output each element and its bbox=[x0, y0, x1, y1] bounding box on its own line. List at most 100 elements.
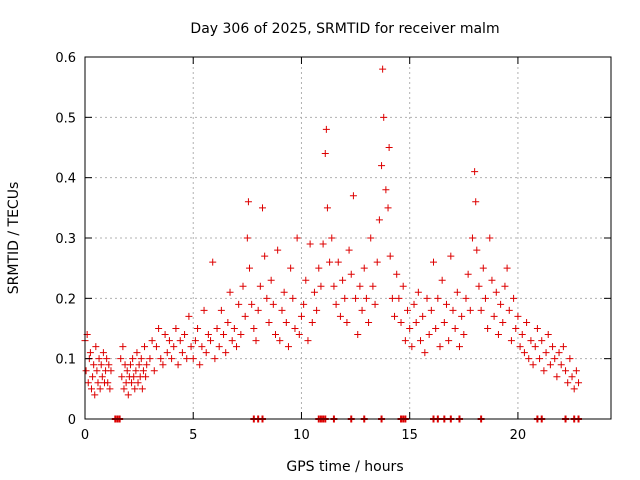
data-point bbox=[152, 343, 160, 351]
data-point bbox=[385, 144, 393, 151]
data-point bbox=[412, 318, 420, 326]
data-point bbox=[540, 367, 548, 375]
data-point bbox=[533, 325, 541, 332]
data-point bbox=[559, 343, 567, 351]
data-point bbox=[417, 337, 425, 345]
data-point bbox=[369, 282, 377, 290]
data-point bbox=[120, 385, 128, 393]
data-point bbox=[575, 379, 583, 387]
data-point bbox=[328, 234, 336, 242]
data-point bbox=[246, 264, 254, 272]
data-point bbox=[434, 294, 442, 302]
data-point bbox=[168, 355, 176, 363]
data-point bbox=[475, 282, 483, 290]
data-point bbox=[87, 385, 95, 393]
x-tick-label: 20 bbox=[510, 428, 527, 443]
data-point bbox=[107, 367, 115, 375]
data-point bbox=[473, 246, 481, 254]
data-point bbox=[497, 300, 505, 308]
data-point bbox=[490, 312, 498, 320]
data-point bbox=[382, 186, 390, 194]
data-point bbox=[408, 343, 416, 351]
y-axis-label: SRMTID / TECUs bbox=[6, 182, 22, 295]
data-point bbox=[486, 234, 494, 242]
data-point bbox=[174, 361, 182, 369]
data-point bbox=[289, 294, 297, 302]
x-tick-labels: 0 5 10 15 20 bbox=[81, 428, 526, 443]
data-point bbox=[430, 258, 438, 266]
data-point bbox=[183, 355, 191, 363]
y-tick-label: 0.1 bbox=[55, 353, 76, 368]
data-point bbox=[393, 270, 401, 278]
data-point bbox=[217, 306, 225, 314]
data-point bbox=[161, 331, 169, 339]
data-point bbox=[157, 355, 165, 363]
y-tick-labels: 0 0.1 0.2 0.3 0.4 0.5 0.6 bbox=[55, 51, 76, 428]
data-point bbox=[380, 113, 388, 121]
data-point bbox=[117, 355, 125, 363]
data-point bbox=[549, 343, 557, 351]
data-point bbox=[137, 355, 145, 363]
data-point bbox=[440, 318, 448, 326]
data-point bbox=[274, 246, 282, 254]
data-point bbox=[213, 325, 221, 332]
data-point bbox=[276, 337, 284, 345]
data-point bbox=[96, 385, 104, 393]
data-point bbox=[384, 204, 392, 212]
data-point bbox=[209, 258, 217, 266]
data-point bbox=[544, 331, 552, 339]
data-point bbox=[123, 367, 131, 375]
data-point bbox=[308, 318, 316, 326]
data-point bbox=[334, 258, 342, 266]
data-point bbox=[282, 318, 290, 326]
data-point bbox=[233, 343, 241, 351]
data-point bbox=[460, 331, 468, 339]
data-point bbox=[341, 294, 349, 302]
data-point bbox=[471, 168, 479, 176]
data-point bbox=[468, 234, 476, 242]
data-point bbox=[185, 312, 193, 320]
data-point bbox=[458, 312, 466, 320]
data-point bbox=[258, 204, 266, 212]
data-point bbox=[105, 361, 113, 369]
data-point bbox=[139, 367, 147, 375]
data-point bbox=[132, 367, 140, 375]
data-point bbox=[499, 318, 507, 326]
data-point bbox=[176, 337, 184, 345]
data-point bbox=[536, 355, 544, 363]
data-point bbox=[265, 318, 273, 326]
data-point bbox=[404, 306, 412, 314]
data-point bbox=[138, 385, 146, 393]
data-point bbox=[178, 349, 186, 357]
data-point bbox=[106, 385, 114, 393]
data-point bbox=[419, 312, 427, 320]
data-point bbox=[453, 288, 461, 296]
data-point bbox=[462, 294, 470, 302]
data-point bbox=[99, 349, 107, 357]
data-point bbox=[349, 192, 357, 200]
data-point bbox=[436, 343, 444, 351]
data-point bbox=[230, 325, 238, 332]
data-point bbox=[347, 270, 355, 278]
data-point bbox=[250, 325, 258, 332]
data-point bbox=[362, 294, 370, 302]
data-point bbox=[406, 325, 414, 332]
chart-title: Day 306 of 2025, SRMTID for receiver mal… bbox=[190, 21, 499, 37]
data-point bbox=[94, 379, 102, 387]
data-point bbox=[133, 349, 141, 357]
data-point bbox=[143, 361, 151, 369]
data-point bbox=[438, 276, 446, 284]
data-point bbox=[248, 300, 256, 308]
data-point bbox=[224, 318, 232, 326]
data-point bbox=[189, 355, 197, 363]
data-point bbox=[326, 258, 334, 266]
data-point bbox=[507, 337, 515, 345]
data-point bbox=[432, 325, 440, 332]
data-point bbox=[388, 294, 396, 302]
data-point bbox=[291, 325, 299, 332]
data-point bbox=[455, 343, 463, 351]
data-point bbox=[226, 288, 234, 296]
data-point bbox=[207, 337, 215, 345]
data-point bbox=[427, 306, 435, 314]
